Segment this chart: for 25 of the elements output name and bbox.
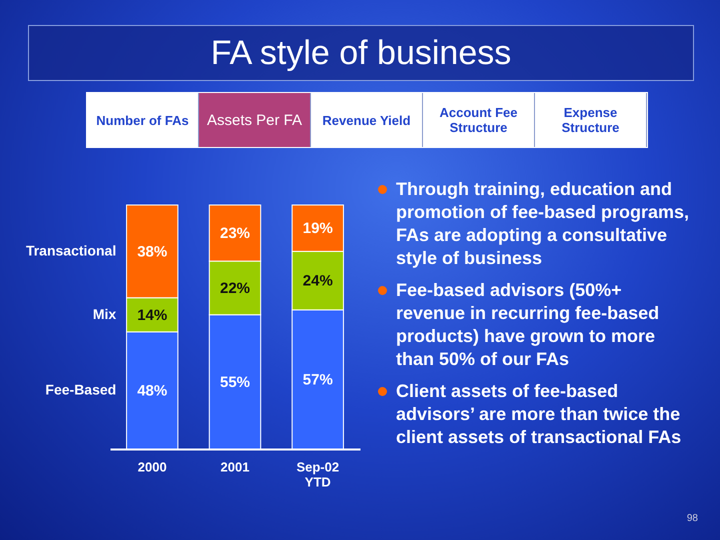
text: Expense Structure <box>535 93 647 147</box>
series-label: Fee-Based <box>45 381 116 398</box>
x-tick-label: 2001 <box>220 460 250 474</box>
data-label: 38% <box>137 243 168 260</box>
text: Number of FAs <box>87 93 199 147</box>
data-label: 23% <box>220 225 250 242</box>
text: Revenue Yield <box>311 93 423 147</box>
text: Account Fee Structure <box>423 93 535 147</box>
data-label: 24% <box>302 272 333 290</box>
x-tick-label: 2000 <box>138 460 167 474</box>
text: Fee-based advisors (50%+ revenue in recurring fee-based products) have grown to more than 50% of our FAs <box>395 279 660 371</box>
text: Client assets of fee-based advisors’ are more than twice the client assets of transactional FAs <box>395 380 682 449</box>
data-label: 48% <box>137 382 168 400</box>
series-label: Transactional <box>26 242 116 258</box>
data-label: 19% <box>302 220 333 238</box>
x-tick-label: Sep-02 YTD <box>296 460 340 490</box>
chart-title: FA style of business <box>28 25 694 81</box>
text: 98 <box>686 513 698 524</box>
text: Assets Per FA <box>199 93 311 147</box>
data-label: 55% <box>220 374 250 391</box>
text: Through training, education and promotion of fee-based programs, FAs are adopting a consultative style of business <box>395 178 690 270</box>
series-label: Mix <box>92 306 116 322</box>
data-label: 22% <box>220 280 250 297</box>
data-label: 57% <box>302 371 333 388</box>
data-label: 14% <box>137 306 168 324</box>
